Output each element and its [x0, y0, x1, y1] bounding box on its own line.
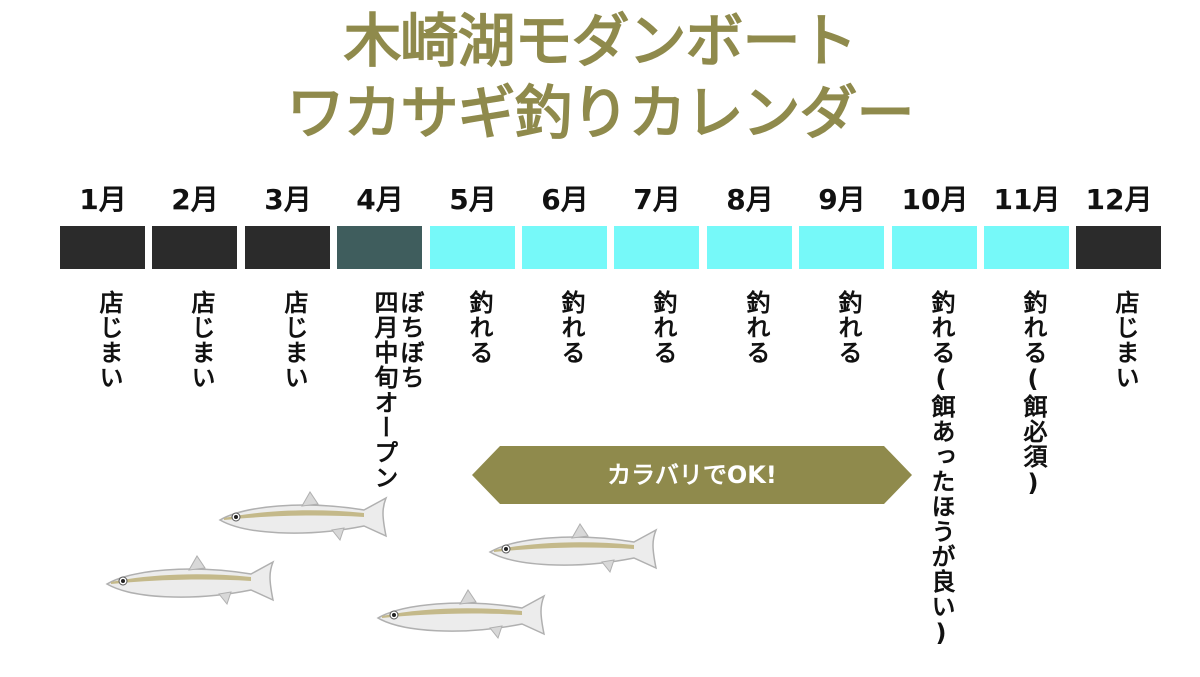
month-label: 6月 — [541, 183, 589, 216]
banner-arrow-shape — [472, 446, 912, 504]
month-label: 11月 — [993, 183, 1061, 216]
month-label: 3月 — [264, 183, 312, 216]
month-status-bar — [522, 226, 607, 269]
month-note: 釣れる(餌必須) — [1019, 290, 1047, 498]
month-status-bar — [152, 226, 237, 269]
month-status-bar — [245, 226, 330, 269]
calendar-title-line2: ワカサギ釣りカレンダー — [286, 79, 914, 147]
month-status-bar — [337, 226, 422, 269]
banner-label: カラバリでOK! — [607, 461, 777, 489]
fish-icon — [105, 555, 275, 606]
month-note: 釣れる — [742, 290, 770, 365]
calendar-title-line1: 木崎湖モダンボート — [343, 7, 857, 75]
month-label: 7月 — [633, 183, 681, 216]
month-note: 釣れる — [834, 290, 862, 365]
month-status-bar — [707, 226, 792, 269]
month-status-bar — [799, 226, 884, 269]
month-note-secondary: 四月中旬オープン — [370, 290, 398, 490]
month-label: 9月 — [818, 183, 866, 216]
fish-icon — [376, 589, 546, 640]
month-label: 5月 — [449, 183, 497, 216]
month-label: 4月 — [356, 183, 404, 216]
month-note: 店じまい — [187, 290, 215, 390]
catch-and-release-banner — [472, 446, 912, 504]
month-label: 8月 — [726, 183, 774, 216]
fish-icon — [218, 491, 388, 542]
month-status-bar — [430, 226, 515, 269]
month-status-bar — [614, 226, 699, 269]
month-note: ぼちぼち — [396, 290, 424, 390]
month-status-bar — [984, 226, 1069, 269]
month-note: 店じまい — [1111, 290, 1139, 390]
month-label: 2月 — [171, 183, 219, 216]
month-note: 店じまい — [95, 290, 123, 390]
month-label: 10月 — [901, 183, 969, 216]
fish-icon — [488, 523, 658, 574]
month-note: 釣れる — [649, 290, 677, 365]
month-status-bar — [892, 226, 977, 269]
month-note: 釣れる(餌あったほうが良い) — [927, 290, 955, 648]
month-label: 1月 — [79, 183, 127, 216]
month-note: 釣れる — [465, 290, 493, 365]
month-note: 釣れる — [557, 290, 585, 365]
month-note: 店じまい — [280, 290, 308, 390]
month-status-bar — [60, 226, 145, 269]
month-label: 12月 — [1085, 183, 1153, 216]
month-status-bar — [1076, 226, 1161, 269]
